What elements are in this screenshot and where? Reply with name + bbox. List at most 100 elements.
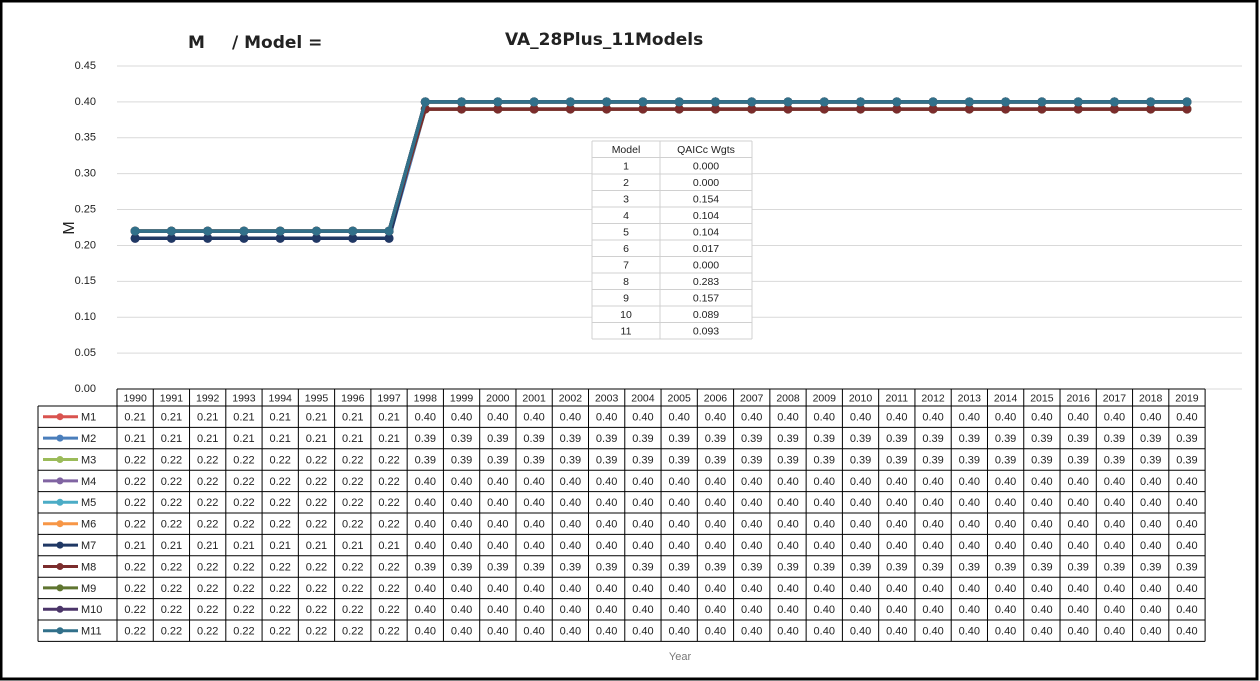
table-value: 0.40 xyxy=(415,412,436,424)
x-tick-label: 2018 xyxy=(1139,392,1163,404)
table-value: 0.40 xyxy=(922,476,943,488)
table-value: 0.39 xyxy=(668,454,689,466)
table-value: 0.39 xyxy=(814,454,835,466)
point-marker xyxy=(275,226,285,236)
inset-table-cell: 0.017 xyxy=(693,243,719,255)
inset-table-cell: 9 xyxy=(623,293,629,305)
table-value: 0.39 xyxy=(922,561,943,573)
point-marker xyxy=(783,97,793,107)
table-value: 0.40 xyxy=(451,540,472,552)
table-value: 0.40 xyxy=(959,412,980,424)
point-marker xyxy=(1146,97,1156,107)
point-marker xyxy=(892,97,902,107)
table-value: 0.40 xyxy=(560,412,581,424)
inset-table-cell: 0.104 xyxy=(693,210,719,222)
point-marker xyxy=(1182,97,1192,107)
point-marker xyxy=(674,104,684,114)
table-value: 0.40 xyxy=(741,540,762,552)
table-value: 0.40 xyxy=(886,412,907,424)
table-value: 0.40 xyxy=(922,519,943,531)
point-marker xyxy=(856,97,866,107)
point-marker xyxy=(203,233,213,243)
table-value: 0.40 xyxy=(1067,626,1088,638)
x-tick-label: 2012 xyxy=(921,392,945,404)
table-value: 0.40 xyxy=(705,626,726,638)
table-value: 0.39 xyxy=(523,561,544,573)
table-value: 0.40 xyxy=(705,412,726,424)
table-value: 0.22 xyxy=(197,604,218,616)
table-value: 0.39 xyxy=(1031,561,1052,573)
table-value: 0.40 xyxy=(1067,604,1088,616)
table-value: 0.39 xyxy=(850,561,871,573)
table-value: 0.40 xyxy=(415,476,436,488)
table-value: 0.21 xyxy=(342,540,363,552)
table-value: 0.40 xyxy=(959,626,980,638)
table-value: 0.40 xyxy=(668,583,689,595)
x-tick-label: 1991 xyxy=(160,392,184,404)
point-marker xyxy=(892,104,902,114)
table-value: 0.40 xyxy=(850,412,871,424)
point-marker xyxy=(1037,104,1047,114)
table-value: 0.39 xyxy=(922,454,943,466)
inset-table-cell: 0.000 xyxy=(693,161,719,173)
table-value: 0.40 xyxy=(995,540,1016,552)
table-value: 0.40 xyxy=(1104,540,1125,552)
table-value: 0.39 xyxy=(959,561,980,573)
x-tick-label: 1997 xyxy=(377,392,401,404)
table-value: 0.40 xyxy=(451,626,472,638)
point-marker xyxy=(602,104,612,114)
table-value: 0.40 xyxy=(850,604,871,616)
table-value: 0.40 xyxy=(959,604,980,616)
table-value: 0.40 xyxy=(777,540,798,552)
point-marker xyxy=(964,97,974,107)
point-marker xyxy=(457,104,467,114)
table-value: 0.40 xyxy=(705,519,726,531)
x-tick-label: 2016 xyxy=(1066,392,1090,404)
table-value: 0.40 xyxy=(1140,604,1161,616)
point-marker xyxy=(1109,104,1119,114)
x-tick-label: 2005 xyxy=(668,392,692,404)
legend-label: M2 xyxy=(81,433,96,445)
table-value: 0.21 xyxy=(306,412,327,424)
table-value: 0.22 xyxy=(161,604,182,616)
x-axis-label: Year xyxy=(669,651,692,663)
table-value: 0.40 xyxy=(487,604,508,616)
table-value: 0.39 xyxy=(1104,561,1125,573)
table-value: 0.39 xyxy=(741,433,762,445)
table-value: 0.40 xyxy=(886,583,907,595)
table-value: 0.22 xyxy=(124,583,145,595)
table-value: 0.40 xyxy=(523,519,544,531)
table-value: 0.22 xyxy=(233,497,254,509)
table-value: 0.22 xyxy=(124,497,145,509)
table-value: 0.40 xyxy=(1176,412,1197,424)
table-value: 0.40 xyxy=(523,476,544,488)
inset-table-cell: 0.283 xyxy=(693,276,719,288)
table-value: 0.40 xyxy=(959,519,980,531)
table-value: 0.40 xyxy=(922,540,943,552)
table-value: 0.40 xyxy=(959,540,980,552)
table-value: 0.21 xyxy=(161,412,182,424)
table-value: 0.40 xyxy=(1104,497,1125,509)
table-value: 0.22 xyxy=(306,519,327,531)
table-value: 0.21 xyxy=(124,540,145,552)
point-marker xyxy=(348,233,358,243)
table-value: 0.22 xyxy=(306,583,327,595)
table-value: 0.39 xyxy=(741,561,762,573)
table-value: 0.39 xyxy=(959,433,980,445)
table-value: 0.39 xyxy=(705,433,726,445)
table-value: 0.40 xyxy=(668,476,689,488)
table-value: 0.39 xyxy=(741,454,762,466)
table-value: 0.40 xyxy=(1067,497,1088,509)
point-marker xyxy=(1073,104,1083,114)
table-value: 0.40 xyxy=(741,476,762,488)
table-value: 0.40 xyxy=(1140,519,1161,531)
table-value: 0.22 xyxy=(197,497,218,509)
table-value: 0.40 xyxy=(959,497,980,509)
y-tick-label: 0.25 xyxy=(75,203,96,215)
table-value: 0.22 xyxy=(306,454,327,466)
table-value: 0.22 xyxy=(378,604,399,616)
table-value: 0.21 xyxy=(197,433,218,445)
point-marker xyxy=(239,233,249,243)
legend-label: M6 xyxy=(81,519,96,531)
table-value: 0.21 xyxy=(270,412,291,424)
